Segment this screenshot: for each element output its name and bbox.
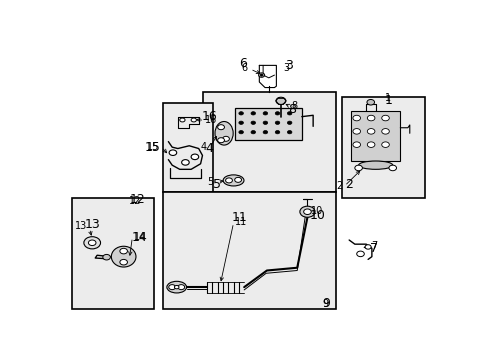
Text: 3: 3 <box>284 59 292 72</box>
Circle shape <box>191 154 198 159</box>
Circle shape <box>222 136 229 141</box>
Circle shape <box>225 178 232 183</box>
Circle shape <box>381 129 388 134</box>
Circle shape <box>168 285 175 290</box>
Circle shape <box>381 115 388 121</box>
Circle shape <box>287 121 291 125</box>
Circle shape <box>365 245 370 249</box>
Bar <box>350 111 400 161</box>
Circle shape <box>263 121 267 125</box>
Circle shape <box>354 165 362 171</box>
Circle shape <box>366 129 374 134</box>
Circle shape <box>250 121 255 125</box>
Text: 2: 2 <box>345 178 352 191</box>
Text: 7: 7 <box>369 242 377 255</box>
Ellipse shape <box>166 281 186 293</box>
Circle shape <box>366 142 374 148</box>
Text: 12: 12 <box>129 193 145 206</box>
Circle shape <box>88 240 96 246</box>
Circle shape <box>366 115 374 121</box>
Circle shape <box>352 142 360 148</box>
Circle shape <box>181 159 189 165</box>
Text: 1: 1 <box>385 94 392 108</box>
Bar <box>72 198 154 309</box>
Circle shape <box>180 118 184 122</box>
Text: 11: 11 <box>234 217 246 227</box>
Bar <box>163 103 212 192</box>
Circle shape <box>217 125 224 130</box>
Text: 7: 7 <box>370 240 376 251</box>
Text: 5: 5 <box>212 178 220 191</box>
Circle shape <box>174 285 179 289</box>
Circle shape <box>275 131 279 134</box>
Circle shape <box>234 177 241 183</box>
Bar <box>235 108 301 140</box>
Bar <box>163 192 335 309</box>
Text: 13: 13 <box>84 218 100 231</box>
Circle shape <box>178 285 184 290</box>
Circle shape <box>250 112 255 115</box>
Circle shape <box>191 118 196 122</box>
Circle shape <box>84 237 101 249</box>
Circle shape <box>275 112 279 115</box>
Ellipse shape <box>223 175 244 186</box>
Text: 9: 9 <box>322 299 328 309</box>
Circle shape <box>260 74 263 76</box>
Text: 8: 8 <box>291 102 297 111</box>
Text: 11: 11 <box>231 211 247 224</box>
Text: 10: 10 <box>311 206 323 216</box>
Text: 1: 1 <box>385 93 390 103</box>
Circle shape <box>120 260 127 265</box>
Circle shape <box>287 112 291 115</box>
Ellipse shape <box>358 161 392 169</box>
Bar <box>203 92 335 192</box>
Text: 14: 14 <box>134 232 146 242</box>
Text: 12: 12 <box>128 195 141 206</box>
Text: 13: 13 <box>75 221 87 231</box>
Circle shape <box>388 165 396 171</box>
Circle shape <box>287 131 291 134</box>
Text: 4: 4 <box>200 142 206 152</box>
Circle shape <box>238 121 243 125</box>
Text: 16: 16 <box>205 115 217 125</box>
Circle shape <box>120 248 127 254</box>
Ellipse shape <box>215 122 233 145</box>
Text: 4: 4 <box>205 142 213 155</box>
Circle shape <box>263 112 267 115</box>
Circle shape <box>299 206 314 217</box>
Text: 15: 15 <box>144 141 161 154</box>
Text: 10: 10 <box>309 208 325 221</box>
Circle shape <box>258 73 264 77</box>
Circle shape <box>263 131 267 134</box>
Text: 16: 16 <box>202 110 218 123</box>
Text: 6: 6 <box>242 63 247 73</box>
Circle shape <box>303 209 311 215</box>
Ellipse shape <box>111 246 136 267</box>
Circle shape <box>217 138 224 143</box>
Circle shape <box>275 97 285 104</box>
Circle shape <box>238 112 243 115</box>
Bar <box>341 97 424 198</box>
Text: 6: 6 <box>239 58 246 71</box>
Text: 15: 15 <box>146 142 159 152</box>
Text: 2: 2 <box>335 181 342 191</box>
Circle shape <box>356 251 364 257</box>
Circle shape <box>250 131 255 134</box>
Circle shape <box>366 99 374 105</box>
Circle shape <box>352 115 360 121</box>
Circle shape <box>102 255 110 260</box>
Circle shape <box>238 131 243 134</box>
Circle shape <box>275 121 279 125</box>
Text: 8: 8 <box>288 103 296 116</box>
Text: 5: 5 <box>207 177 213 187</box>
Text: 9: 9 <box>322 297 330 310</box>
Circle shape <box>169 150 176 156</box>
Circle shape <box>381 142 388 148</box>
Text: 14: 14 <box>131 231 147 244</box>
Circle shape <box>352 129 360 134</box>
Text: 3: 3 <box>282 63 288 73</box>
